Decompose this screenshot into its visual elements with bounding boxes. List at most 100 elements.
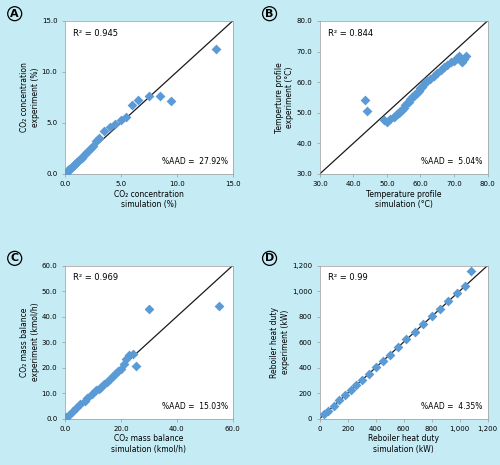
Point [62, 168, 70, 176]
Point [106, 375, 114, 383]
Text: D: D [265, 253, 274, 263]
Point [64, 167, 72, 175]
Point [134, 97, 141, 104]
Point [461, 282, 469, 289]
X-axis label: CO₂ concentration
simulation (%): CO₂ concentration simulation (%) [114, 190, 184, 209]
Point [132, 363, 140, 370]
Point [378, 357, 386, 365]
Point [400, 104, 407, 112]
Point [167, 98, 175, 105]
Point [444, 61, 452, 69]
Point [80, 397, 88, 405]
Point [106, 123, 114, 131]
Point [70, 161, 78, 169]
Point [419, 320, 427, 328]
Point [396, 107, 404, 115]
Point [460, 55, 468, 63]
Point [74, 157, 82, 164]
Point [330, 402, 338, 410]
Point [112, 370, 120, 378]
Point [453, 290, 461, 297]
Point [415, 87, 423, 95]
Point [423, 77, 431, 84]
Point [446, 59, 454, 66]
Point [403, 100, 411, 107]
Text: R² = 0.99: R² = 0.99 [328, 273, 368, 282]
Point [63, 168, 71, 175]
Point [372, 364, 380, 371]
Point [126, 351, 134, 359]
Point [70, 407, 78, 415]
Point [433, 69, 441, 77]
Point [80, 152, 88, 159]
Point [346, 386, 354, 394]
Point [62, 169, 70, 177]
Point [398, 106, 406, 113]
Point [98, 383, 106, 390]
Point [450, 57, 458, 65]
Point [393, 111, 401, 118]
Point [386, 115, 394, 122]
Point [364, 370, 372, 378]
Point [128, 101, 136, 108]
Point [66, 165, 74, 172]
Point [76, 401, 84, 408]
Text: A: A [10, 9, 19, 19]
Point [383, 118, 391, 126]
Point [72, 159, 80, 166]
Point [394, 109, 402, 116]
Text: B: B [266, 9, 274, 19]
Y-axis label: Reboiler heat duty
experiment (kW): Reboiler heat duty experiment (kW) [270, 306, 290, 378]
Y-axis label: Temperture profile
experiment (°C): Temperture profile experiment (°C) [275, 62, 294, 133]
Point [120, 360, 128, 367]
Point [64, 166, 72, 174]
Point [456, 57, 464, 65]
Point [408, 93, 416, 101]
Point [69, 162, 77, 170]
Point [336, 397, 344, 404]
Point [363, 107, 371, 115]
Point [416, 85, 424, 92]
Point [361, 97, 369, 104]
Point [458, 59, 466, 66]
Point [92, 138, 100, 145]
Point [156, 93, 164, 100]
Point [82, 150, 90, 157]
Point [390, 113, 398, 121]
Point [84, 394, 92, 402]
Point [117, 365, 125, 372]
Point [145, 305, 153, 312]
Point [413, 89, 421, 97]
Point [352, 381, 360, 389]
Point [94, 134, 102, 142]
Point [68, 164, 76, 171]
Point [440, 63, 448, 71]
Point [454, 54, 462, 61]
X-axis label: CO₂ mass balance
simulation (kmol/h): CO₂ mass balance simulation (kmol/h) [112, 434, 186, 454]
Point [145, 93, 153, 100]
Text: R² = 0.969: R² = 0.969 [74, 273, 118, 282]
Point [78, 154, 86, 161]
Point [94, 385, 102, 393]
Point [100, 380, 108, 388]
Point [341, 392, 349, 399]
Point [122, 113, 130, 120]
Point [114, 368, 122, 375]
Point [394, 343, 402, 351]
Point [320, 411, 328, 418]
Point [74, 158, 82, 166]
Point [462, 53, 469, 60]
Y-axis label: CO₂ concentration
experiment (%): CO₂ concentration experiment (%) [20, 62, 40, 133]
Point [392, 112, 400, 120]
Point [412, 91, 420, 98]
Point [88, 391, 96, 398]
Text: R² = 0.945: R² = 0.945 [74, 28, 118, 38]
Point [108, 373, 116, 380]
Point [100, 127, 108, 135]
Point [426, 75, 434, 83]
Point [71, 160, 79, 168]
Point [86, 145, 94, 152]
Point [430, 72, 438, 80]
Point [72, 405, 80, 412]
X-axis label: Temperature profile
simulation (°C): Temperature profile simulation (°C) [366, 190, 442, 209]
